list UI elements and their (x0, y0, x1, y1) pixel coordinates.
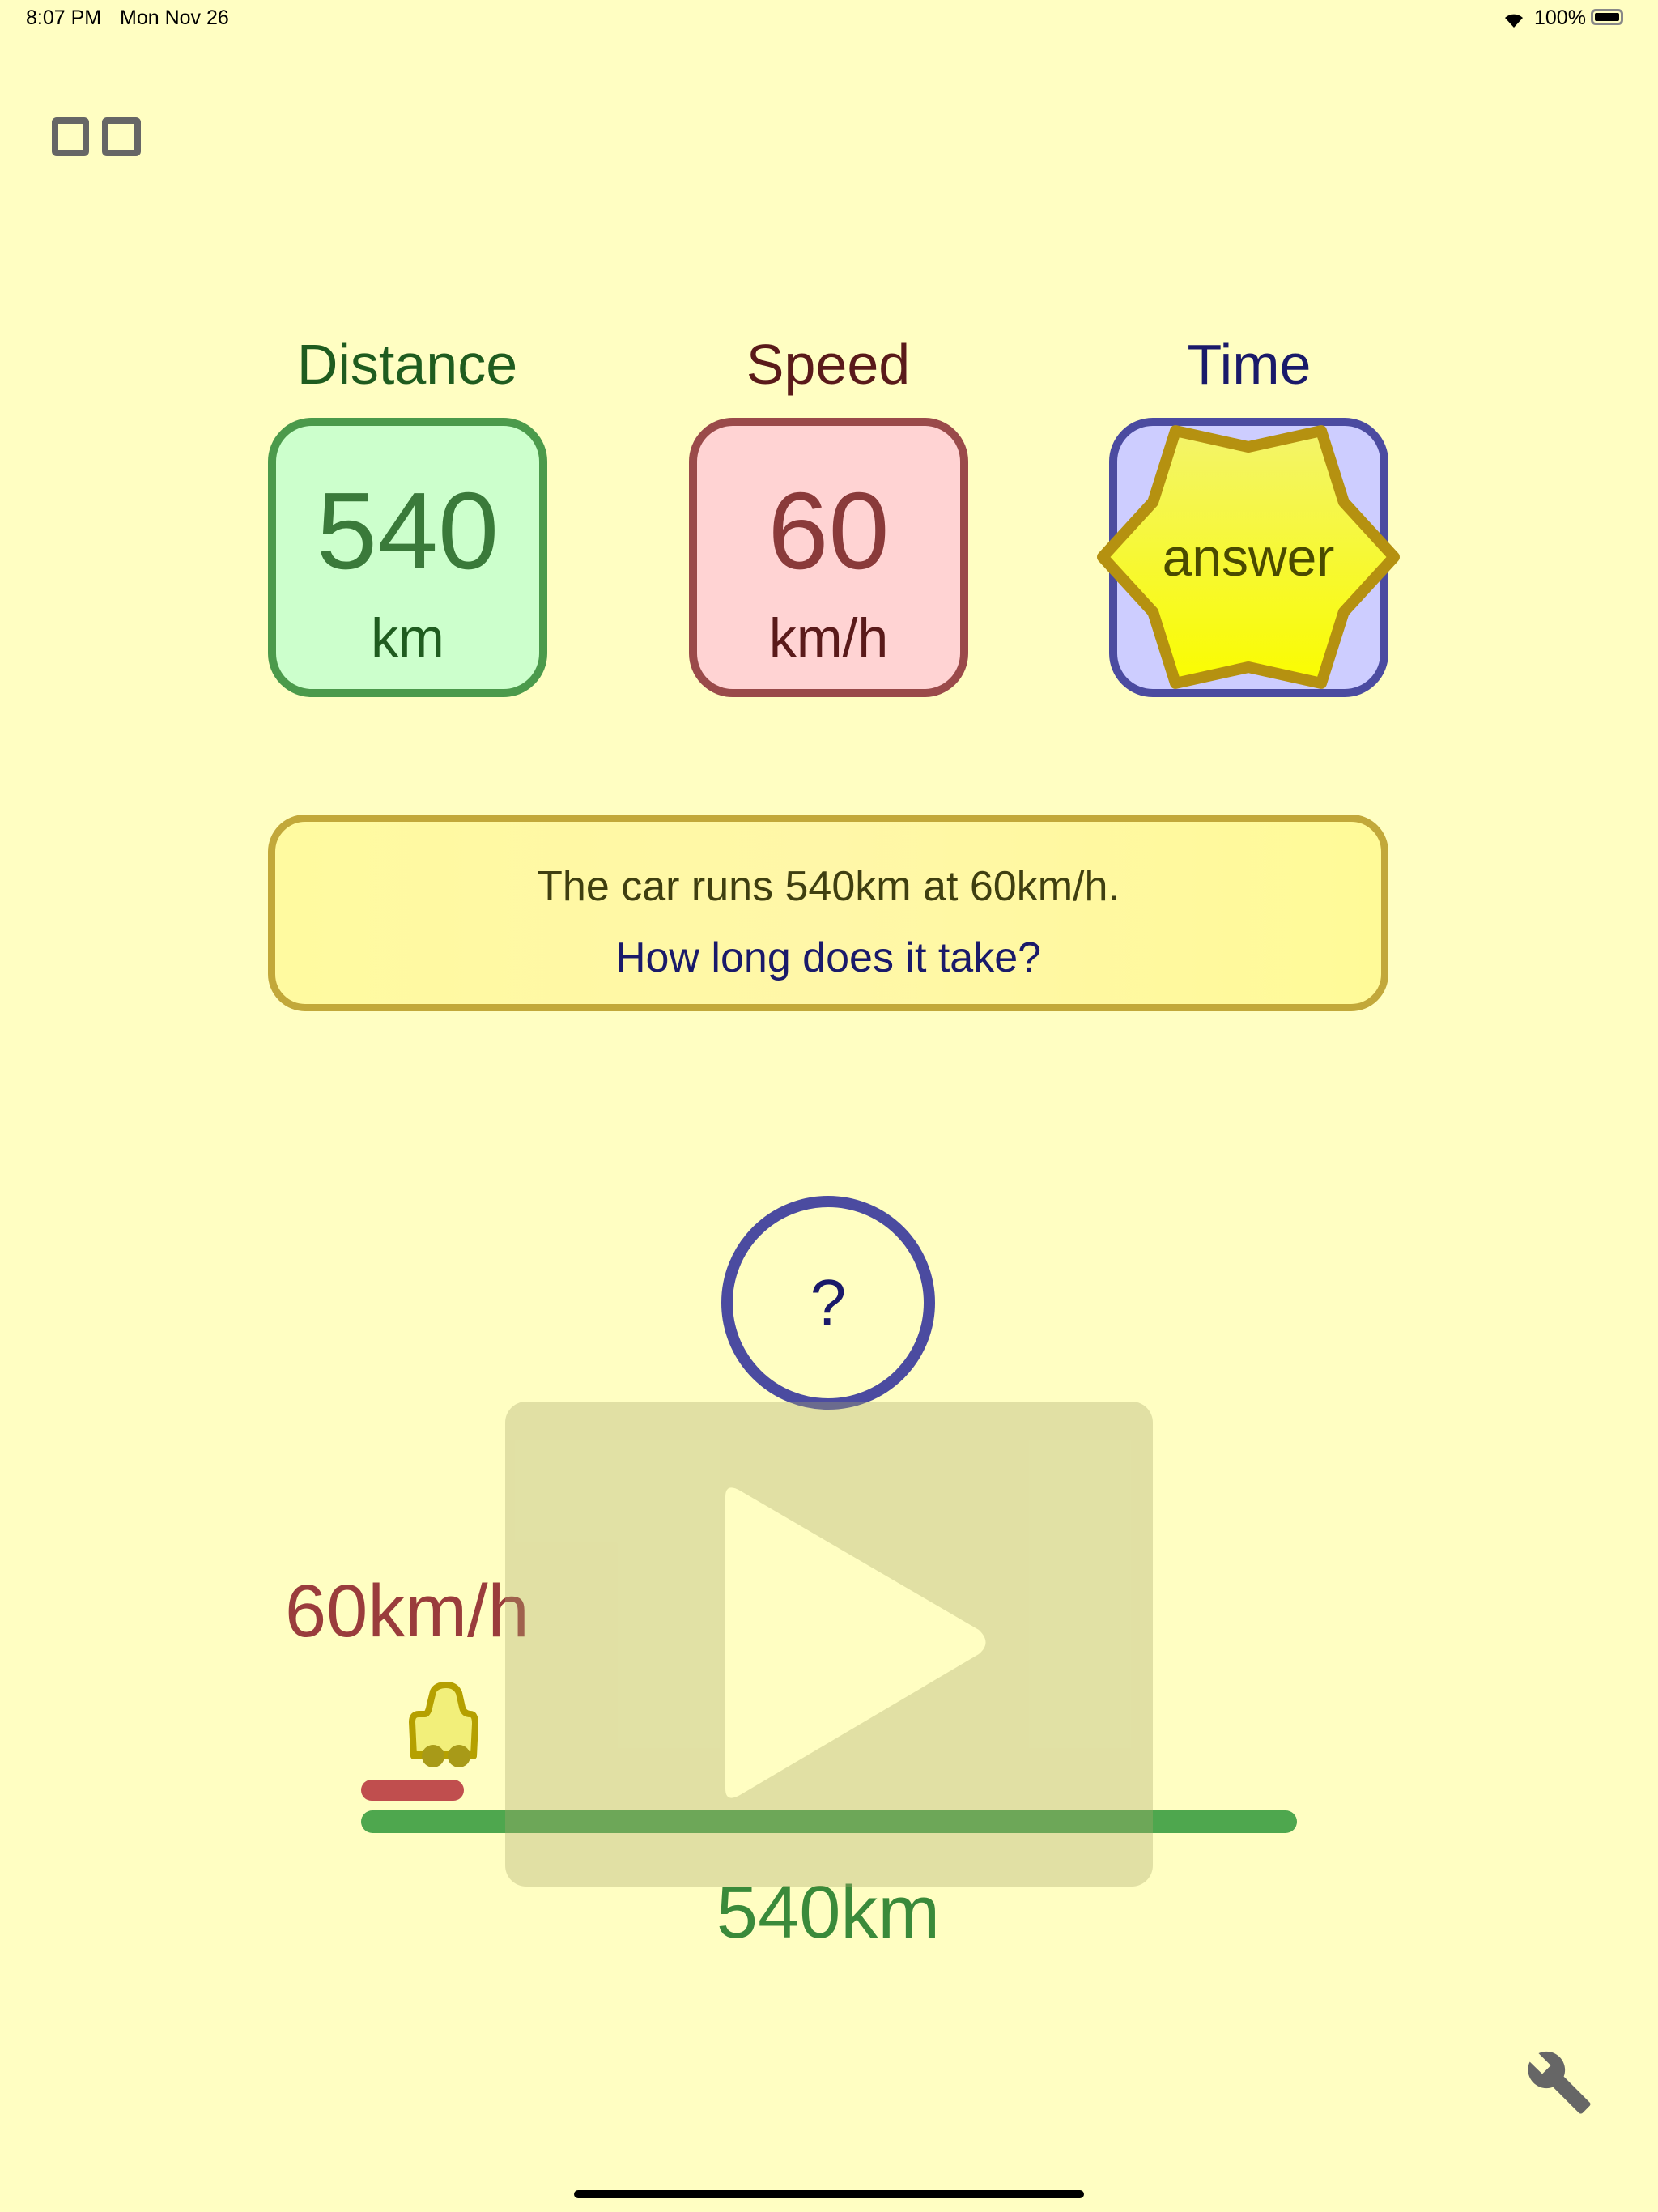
answer-star-icon[interactable] (1086, 395, 1410, 719)
speed-anim-label: 60km/h (285, 1570, 529, 1653)
speed-value: 60 (767, 470, 890, 592)
status-date: Mon Nov 26 (120, 6, 229, 29)
time-label: Time (1187, 333, 1312, 396)
car-icon (409, 1682, 478, 1767)
speed-label: Speed (746, 333, 911, 396)
home-indicator (574, 2190, 1084, 2198)
question-box: The car runs 540km at 60km/h. How long d… (268, 815, 1388, 1011)
distance-card[interactable]: 540 km (268, 418, 547, 697)
speed-unit: km/h (768, 607, 889, 669)
answer-button-label[interactable]: answer (1162, 527, 1335, 587)
wifi-icon (1505, 14, 1523, 28)
battery-icon (1591, 9, 1623, 25)
speed-bar (361, 1780, 464, 1801)
status-time: 8:07 PM (26, 6, 102, 29)
battery-percent: 100% (1534, 6, 1586, 29)
two-squares-icon[interactable] (52, 117, 142, 156)
play-icon (725, 1487, 986, 1798)
speed-card[interactable]: 60 km/h (689, 418, 968, 697)
question-statement: The car runs 540km at 60km/h. (537, 863, 1120, 910)
distance-unit: km (371, 607, 444, 669)
time-result-circle: ? (721, 1196, 935, 1410)
wrench-icon[interactable] (1525, 2048, 1593, 2116)
distance-label: Distance (296, 333, 518, 396)
play-button[interactable] (505, 1402, 1153, 1887)
distance-value: 540 (316, 470, 500, 592)
distance-anim-label: 540km (716, 1871, 941, 1954)
distance-bar (361, 1810, 1297, 1833)
question-prompt: How long does it take? (614, 934, 1042, 981)
